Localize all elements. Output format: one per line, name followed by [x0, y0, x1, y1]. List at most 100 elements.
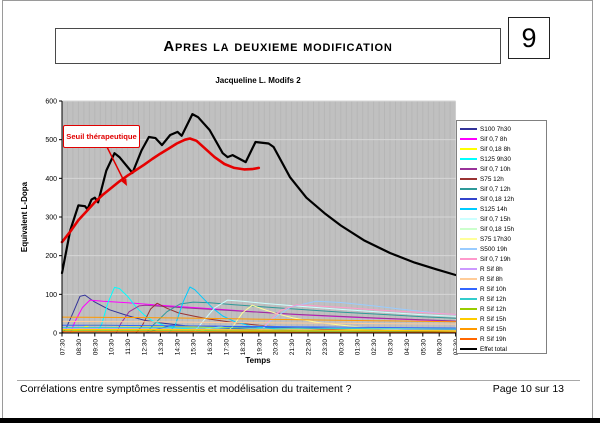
x-tick-label: 12:30 [142, 339, 149, 356]
legend-item: Sif 0,18 15h [460, 224, 546, 234]
x-tick-label: 03:30 [388, 339, 395, 356]
title-banner: Apres la deuxieme modification [55, 28, 501, 64]
legend-item: S75 17h30 [460, 234, 546, 244]
legend-label: R Sif 8h [480, 265, 503, 273]
page-border-left [2, 0, 3, 418]
footer-rule [17, 380, 580, 381]
legend-swatch-icon [460, 198, 477, 200]
legend-item: R Sif 12h [460, 304, 546, 314]
legend-swatch-icon [460, 347, 477, 351]
legend-item: R Sif 12h [460, 294, 546, 304]
legend-label: R Sif 15h [480, 315, 507, 323]
x-tick-label: 22:30 [306, 339, 313, 356]
legend-item: R Sif 10h [460, 284, 546, 294]
series-line-effet-total [60, 112, 457, 277]
x-tick-label: 00:30 [338, 339, 345, 356]
legend-swatch-icon [460, 328, 477, 330]
legend-label: S100 7h30 [480, 125, 511, 133]
threshold-annotation: Seuil thérapeutique [63, 125, 140, 148]
x-tick-label: 16:30 [207, 339, 214, 356]
legend-label: Sif 0,7 19h [480, 255, 511, 263]
legend-label: Sif 0,7 8h [480, 135, 508, 143]
series-line-r-sif-15h [61, 329, 457, 332]
page-border-bottom [0, 418, 600, 423]
x-tick-label: 02:30 [371, 339, 378, 356]
legend-item: S125 9h30 [460, 154, 546, 164]
x-tick-label: 14:30 [174, 339, 181, 356]
series-line-r-sif-10h [61, 324, 457, 329]
legend-item: Effet total [460, 344, 546, 354]
legend-item: R Sif 8h [460, 274, 546, 284]
legend-swatch-icon [460, 308, 477, 310]
legend-label: R Sif 15h [480, 325, 507, 333]
legend-item: R Sif 15h [460, 324, 546, 334]
legend-swatch-icon [460, 278, 477, 280]
threshold-annotation-label: Seuil thérapeutique [66, 132, 137, 141]
legend-item: Sif 0,7 8h [460, 134, 546, 144]
y-tick-label: 0 [53, 331, 57, 338]
x-tick-label: 07:30 [60, 339, 67, 356]
series-line-seuil-th-rapeutique [60, 137, 261, 244]
page-border-right [592, 0, 593, 418]
series-line-sif-0-7-12h [145, 301, 457, 334]
legend-swatch-icon [460, 248, 477, 250]
legend-swatch-icon [460, 338, 477, 340]
legend-swatch-icon [460, 178, 477, 180]
legend-swatch-icon [460, 238, 477, 240]
y-tick-label: 300 [45, 215, 57, 222]
y-tick-label: 500 [45, 137, 57, 144]
legend-swatch-icon [460, 128, 477, 130]
legend-label: R Sif 8h [480, 275, 503, 283]
page-title: Apres la deuxieme modification [163, 37, 393, 55]
legend-swatch-icon [460, 268, 477, 270]
legend-item: R Sif 19h [460, 334, 546, 344]
legend-swatch-icon [460, 298, 477, 300]
y-tick-label: 600 [45, 99, 57, 106]
legend-label: R Sif 10h [480, 285, 507, 293]
legend-label: Sif 0,7 10h [480, 165, 511, 173]
x-tick-label: 23:30 [322, 339, 329, 356]
legend-label: S125 9h30 [480, 155, 511, 163]
page-border-top [2, 0, 593, 1]
x-tick-label: 18:30 [240, 339, 247, 356]
legend-label: Sif 0,7 15h [480, 215, 511, 223]
x-tick-label: 09:30 [92, 339, 99, 356]
legend-item: S500 19h [460, 244, 546, 254]
legend-swatch-icon [460, 148, 477, 150]
x-tick-label: 20:30 [273, 339, 280, 356]
legend-swatch-icon [460, 318, 477, 320]
legend-item: Sif 0,7 19h [460, 254, 546, 264]
y-tick-label: 100 [45, 292, 57, 299]
legend-swatch-icon [460, 258, 477, 260]
legend-label: S75 17h30 [480, 235, 511, 243]
y-axis-title: Equivalent L-Dopa [20, 181, 29, 253]
x-tick-label: 08:30 [76, 339, 83, 356]
legend-item: R Sif 8h [460, 264, 546, 274]
footer-page-number: Page 10 sur 13 [492, 383, 564, 395]
legend-label: Effet total [480, 345, 507, 353]
x-tick-label: 01:30 [355, 339, 362, 356]
legend-swatch-icon [460, 138, 477, 140]
x-tick-label: 11:30 [125, 339, 132, 355]
legend-label: Sif 0,18 15h [480, 225, 515, 233]
annotation-arrowhead-icon [121, 178, 127, 186]
legend-item: Sif 0,7 12h [460, 184, 546, 194]
legend-swatch-icon [460, 188, 477, 190]
x-tick-label: 13:30 [158, 339, 165, 356]
legend-item: Sif 0,18 12h [460, 194, 546, 204]
y-tick-label: 200 [45, 253, 57, 260]
chart-title: Jacqueline L. Modifs 2 [215, 76, 301, 85]
legend-label: Sif 0,7 12h [480, 185, 511, 193]
x-tick-label: 06:30 [437, 339, 444, 356]
legend-item: S75 12h [460, 174, 546, 184]
legend-swatch-icon [460, 158, 477, 160]
legend-label: R Sif 12h [480, 305, 507, 313]
legend-swatch-icon [460, 208, 477, 210]
chart-legend: S100 7h30 Sif 0,7 8h Sif 0,18 8h S125 9h30 S… [456, 120, 547, 354]
annotation-arrow [106, 146, 125, 182]
legend-item: S100 7h30 [460, 124, 546, 134]
legend-label: Sif 0,18 12h [480, 195, 515, 203]
footer-question: Corrélations entre symptômes ressentis e… [20, 383, 352, 395]
